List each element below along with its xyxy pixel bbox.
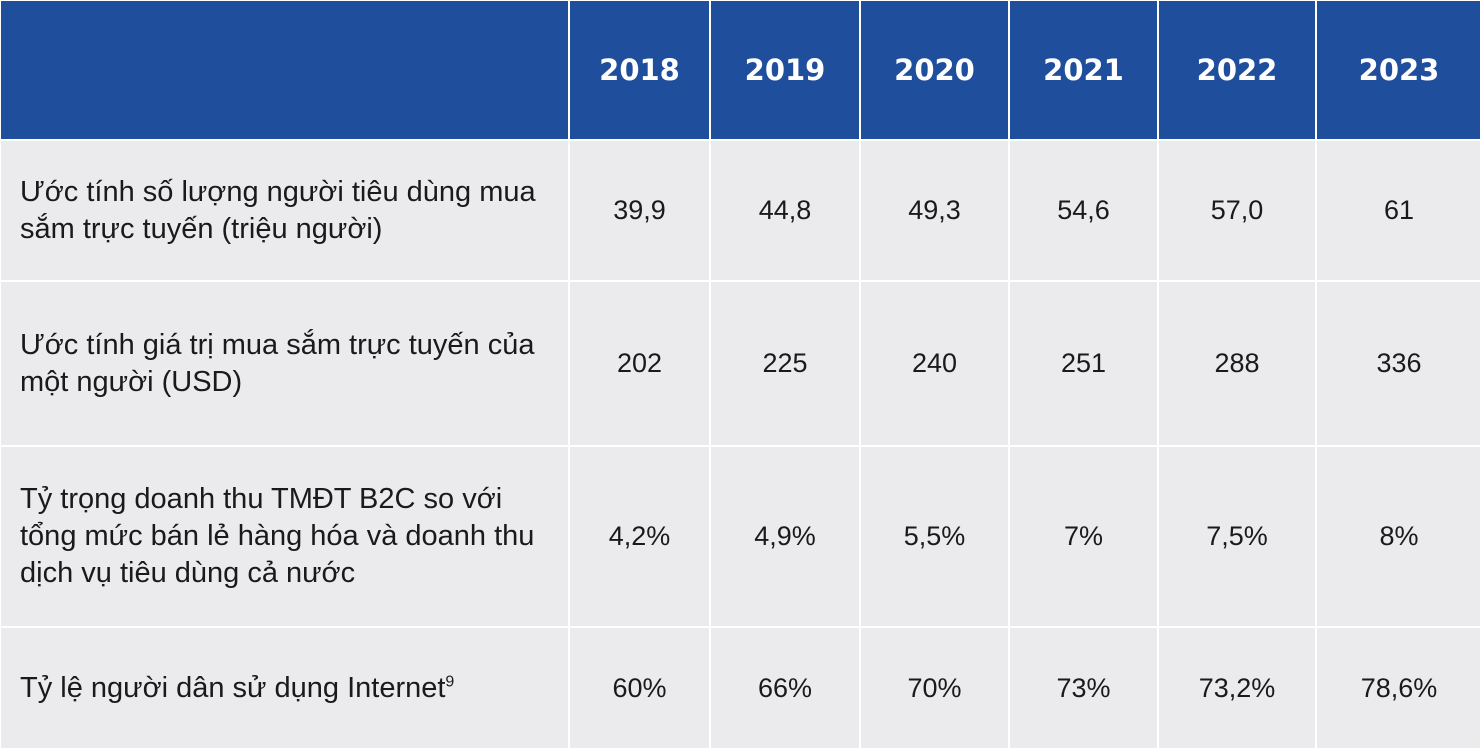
row-label-online-shoppers: Ước tính số lượng người tiêu dùng mua sắ…: [1, 141, 568, 280]
table-row: Ước tính số lượng người tiêu dùng mua sắ…: [1, 141, 1480, 280]
table-header: 2018 2019 2020 2021 2022 2023: [1, 1, 1480, 139]
year-header-2022: 2022: [1159, 1, 1315, 139]
table-cell: 61: [1317, 141, 1480, 280]
table-cell: 240: [861, 282, 1008, 445]
table-row: Ước tính giá trị mua sắm trực tuyến của …: [1, 282, 1480, 445]
row-label-internet-usage: Tỷ lệ người dân sử dụng Internet9: [1, 628, 568, 748]
table-cell: 60%: [570, 628, 709, 748]
table-cell: 8%: [1317, 447, 1480, 626]
table-cell: 336: [1317, 282, 1480, 445]
table-cell: 4,9%: [711, 447, 859, 626]
year-header-2018: 2018: [570, 1, 709, 139]
row-label-text: Tỷ lệ người dân sử dụng Internet: [20, 671, 446, 704]
table-cell: 7%: [1010, 447, 1157, 626]
header-corner-cell: [1, 1, 568, 139]
table-body: Ước tính số lượng người tiêu dùng mua sắ…: [1, 141, 1480, 748]
row-label-b2c-revenue-share: Tỷ trọng doanh thu TMĐT B2C so với tổng …: [1, 447, 568, 626]
table-row: Tỷ lệ người dân sử dụng Internet9 60% 66…: [1, 628, 1480, 748]
table-cell: 7,5%: [1159, 447, 1315, 626]
table-cell: 49,3: [861, 141, 1008, 280]
table-cell: 44,8: [711, 141, 859, 280]
table-cell: 225: [711, 282, 859, 445]
footnote-marker[interactable]: 9: [445, 672, 455, 690]
table-cell: 66%: [711, 628, 859, 748]
table-cell: 78,6%: [1317, 628, 1480, 748]
table-cell: 70%: [861, 628, 1008, 748]
table-cell: 202: [570, 282, 709, 445]
table-cell: 39,9: [570, 141, 709, 280]
table-cell: 5,5%: [861, 447, 1008, 626]
table-cell: 54,6: [1010, 141, 1157, 280]
row-label-spend-per-person: Ước tính giá trị mua sắm trực tuyến của …: [1, 282, 568, 445]
table-cell: 251: [1010, 282, 1157, 445]
year-header-2020: 2020: [861, 1, 1008, 139]
table-cell: 73,2%: [1159, 628, 1315, 748]
header-row: 2018 2019 2020 2021 2022 2023: [1, 1, 1480, 139]
year-header-2021: 2021: [1010, 1, 1157, 139]
year-header-2023: 2023: [1317, 1, 1480, 139]
table-row: Tỷ trọng doanh thu TMĐT B2C so với tổng …: [1, 447, 1480, 626]
table-cell: 73%: [1010, 628, 1157, 748]
table-cell: 4,2%: [570, 447, 709, 626]
year-header-2019: 2019: [711, 1, 859, 139]
table-cell: 57,0: [1159, 141, 1315, 280]
table-cell: 288: [1159, 282, 1315, 445]
